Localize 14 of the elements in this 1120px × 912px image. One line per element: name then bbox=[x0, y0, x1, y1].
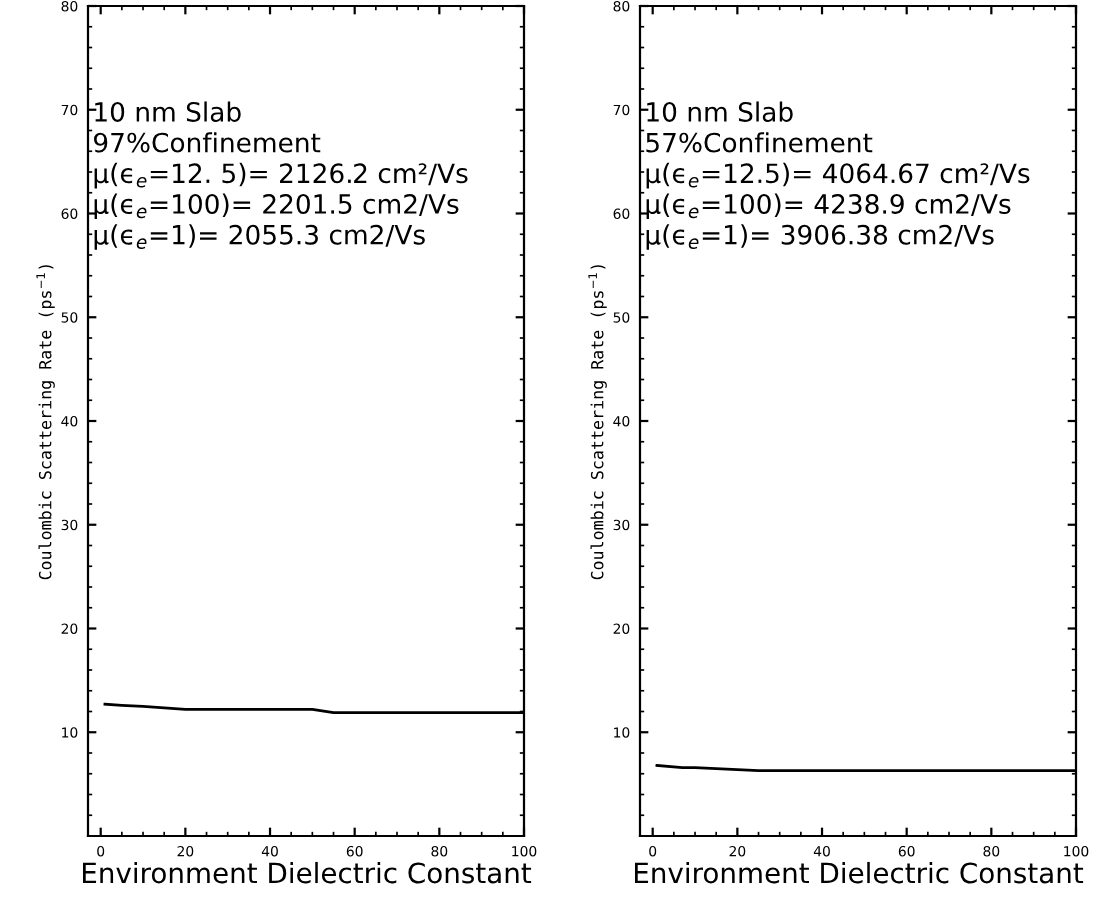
x-axis-title: Environment Dielectric Constant bbox=[634, 861, 1084, 884]
annotation: 97%Confinement bbox=[94, 132, 321, 153]
y-axis-title: Coulombic Scattering Rate (ps$^{−1}$) bbox=[588, 265, 607, 580]
annotation: 57%Confinement bbox=[646, 132, 873, 153]
annotation: μ(ϵ$_{e}$=12. 5)= 2126.2 cm²/Vs bbox=[94, 162, 468, 189]
annotation: μ(ϵ$_{e}$=1)= 3906.38 cm2/Vs bbox=[646, 224, 994, 250]
annotation: μ(ϵ$_{e}$=100)= 2201.5 cm2/Vs bbox=[94, 193, 459, 220]
x-axis-title: Environment Dielectric Constant bbox=[82, 861, 532, 884]
annotation: 10 nm Slab bbox=[647, 101, 793, 122]
annotation: μ(ϵ$_{e}$=100)= 4238.9 cm2/Vs bbox=[646, 193, 1011, 220]
annotation: μ(ϵ$_{e}$=12.5)= 4064.67 cm²/Vs bbox=[646, 162, 1030, 189]
y-axis-title: Coulombic Scattering Rate (ps$^{−1}$) bbox=[36, 265, 55, 580]
annotation: 10 nm Slab bbox=[95, 101, 241, 122]
annotation: μ(ϵ$_{e}$=1)= 2055.3 cm2/Vs bbox=[94, 224, 425, 250]
